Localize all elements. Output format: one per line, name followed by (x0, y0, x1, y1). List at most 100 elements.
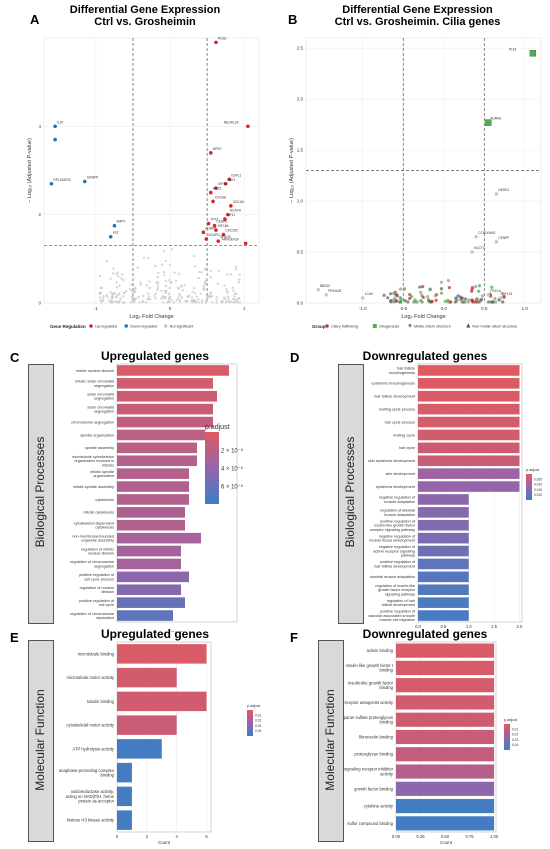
ns-point (99, 291, 102, 295)
point-label-7: PRKACB (328, 289, 341, 293)
ns-point (123, 301, 126, 304)
category-label-15: positive regulation of hair follicle deve… (374, 560, 416, 568)
ns-point (133, 286, 136, 289)
category-label-5: fibronectin binding (359, 734, 394, 739)
bar-4 (418, 416, 520, 428)
x-tick-label: 0 (169, 306, 172, 311)
category-label-0: activin binding (366, 648, 393, 653)
x-tick-label: 0.75 (465, 834, 474, 839)
category-label-7: microtubule cytoskeleton organization inv… (72, 455, 114, 467)
x-axis-label: Count (440, 840, 453, 845)
ns-point (122, 278, 125, 282)
data-point-7 (211, 199, 215, 204)
bar-3 (117, 715, 177, 735)
ns-point (194, 265, 197, 268)
bar-19 (418, 610, 469, 621)
ns-point (165, 289, 168, 293)
legend-tick-label: 0.03 (512, 738, 518, 742)
legend-item-label: Cilary trafficking (331, 325, 358, 329)
bar-1 (117, 667, 177, 688)
y-tick-label: 0.0 (297, 301, 304, 306)
bar-chart-e: microtubule binding microtubule motor act… (59, 641, 261, 845)
category-label-9: mitotic spindle assembly (73, 485, 114, 489)
bar-18 (418, 597, 469, 608)
legend-tick-label: 0.04 (512, 743, 518, 747)
ns-point (137, 295, 140, 299)
point-label-2: NEDD1 (498, 188, 509, 192)
ns-point (392, 297, 397, 301)
category-label-10: sulfur compound binding (347, 821, 393, 826)
ns-point (164, 284, 168, 288)
bar-2 (117, 390, 217, 402)
y-tick-label: 1.0 (297, 199, 304, 204)
ns-point (475, 297, 480, 301)
ns-point (115, 295, 118, 298)
bar-16 (117, 571, 189, 583)
ns-point (403, 299, 407, 303)
x-tick-label: 0.0 (415, 624, 421, 629)
y-tick-label: 2.5 (297, 46, 304, 51)
bar-4 (396, 712, 495, 727)
data-point-5 (214, 186, 218, 190)
ns-point (439, 291, 444, 295)
x-tick-label: 0.50 (441, 834, 450, 839)
panel-d-label: D (290, 350, 300, 365)
ns-point (430, 300, 434, 304)
ns-point (232, 301, 235, 304)
legend-tick-label: 0.01 (512, 728, 518, 732)
ns-point (406, 300, 410, 304)
ns-point (470, 286, 475, 290)
data-point-3 (227, 177, 232, 182)
legend-tick-label: 0.02 (255, 719, 261, 723)
x-tick-label: 6 (205, 834, 208, 839)
ns-point (229, 300, 233, 303)
ns-point (116, 271, 119, 275)
data-point-17 (216, 239, 221, 243)
ns-point (157, 271, 160, 275)
ns-point (425, 295, 430, 299)
ns-point (118, 292, 121, 295)
bar-5 (117, 762, 132, 783)
ns-point (203, 286, 206, 290)
category-label-14: regulation of mitotic nuclear division (81, 547, 114, 555)
ns-point (111, 301, 114, 304)
bar-9 (117, 481, 189, 492)
ns-point (192, 301, 195, 304)
category-label-18: regulation of hair follicle development (382, 599, 416, 607)
legend-tick-label: 2 × 10⁻⁶ (221, 447, 244, 454)
ns-point (177, 287, 180, 290)
bar-4 (117, 739, 162, 759)
x-tick-label: 1.00 (490, 834, 499, 839)
data-point-15 (221, 232, 226, 237)
bar-6 (396, 747, 495, 762)
point-label-9: NCAPH (230, 209, 242, 213)
category-label-8: mitotic spindle organization (90, 470, 114, 478)
ns-point (197, 298, 200, 301)
x-tick-label: 4 (176, 834, 179, 839)
point-label-4: CENPF (498, 236, 509, 240)
panel-b-title: Differential Gene Expression Ctrl vs. Gr… (295, 4, 540, 28)
ns-point (413, 298, 417, 302)
ns-point (160, 297, 163, 300)
plot-area (417, 363, 523, 623)
ns-point (471, 300, 475, 304)
ns-point (205, 278, 208, 281)
ns-point (144, 301, 148, 304)
ns-point (178, 299, 182, 302)
bar-0 (418, 365, 520, 376)
ns-point (398, 296, 402, 300)
ns-point (467, 298, 471, 302)
panel-f-label: F (290, 630, 298, 645)
legend-swatch (89, 324, 93, 328)
point-label-18: ARHGEF39 (222, 237, 239, 241)
ns-point (200, 271, 203, 274)
category-label-0: hair follicle morphogenesis (389, 367, 415, 375)
legend-title: p.adjust (526, 468, 540, 472)
ns-point (111, 296, 115, 299)
ns-point (453, 300, 458, 304)
ns-point (105, 293, 109, 297)
legend-tick-label: 0.005 (534, 478, 542, 482)
ns-point (225, 299, 228, 303)
x-tick-label: 0.25 (416, 834, 425, 839)
category-label-10: negative regulation of muscle adaptation (379, 496, 416, 504)
